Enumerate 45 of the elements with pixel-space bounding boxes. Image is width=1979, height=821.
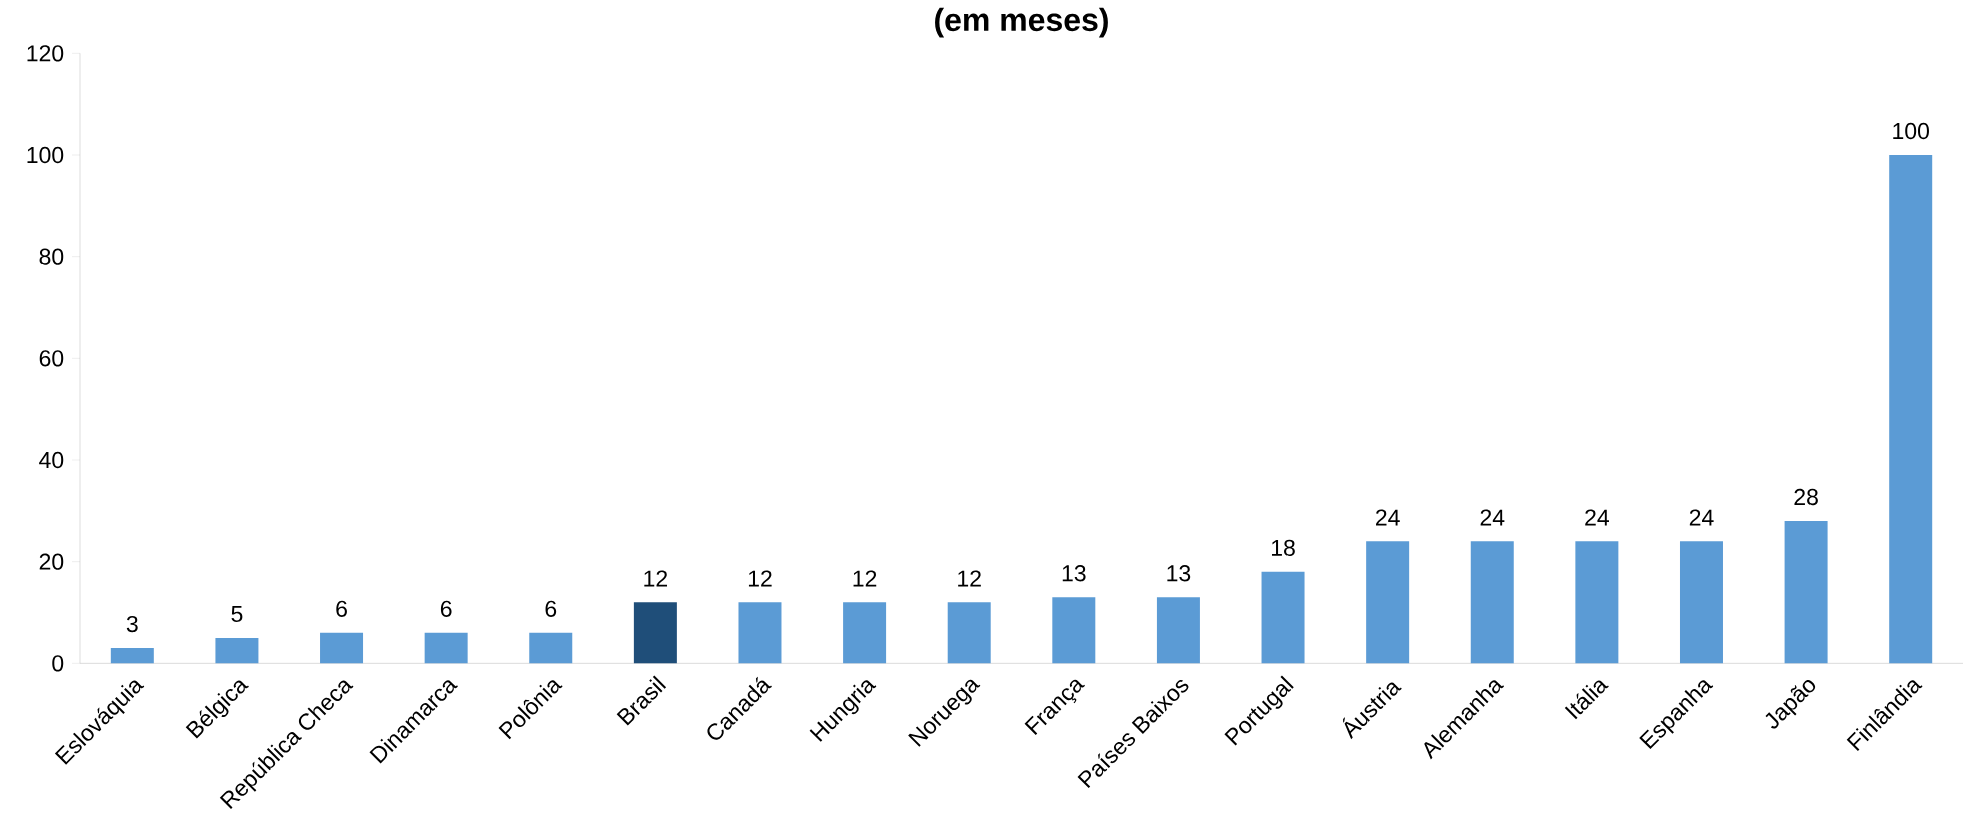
- data-label: 13: [1062, 564, 1086, 582]
- bar: [1575, 541, 1619, 664]
- data-label: 24: [1376, 509, 1400, 526]
- bar: [1784, 520, 1828, 664]
- bar: [633, 602, 677, 664]
- bar: [529, 632, 573, 664]
- bar: [947, 602, 991, 664]
- data-label: 24: [1689, 509, 1714, 526]
- data-label: 100: [1893, 122, 1929, 139]
- data-label: 5: [231, 605, 243, 622]
- bar: [1679, 541, 1723, 664]
- y-tick-label: 60: [39, 350, 64, 367]
- data-label: 12: [853, 570, 877, 587]
- data-label: 3: [126, 615, 138, 633]
- y-tick-label: 80: [39, 248, 64, 265]
- data-label: 28: [1794, 488, 1818, 505]
- data-label: 13: [1167, 564, 1191, 582]
- data-label: 24: [1585, 509, 1609, 526]
- bar: [1470, 541, 1514, 664]
- bar: [1052, 597, 1096, 664]
- data-label: 12: [748, 570, 772, 587]
- bar: [1889, 154, 1933, 664]
- bar: [1366, 541, 1410, 664]
- y-tick-label: 40: [39, 451, 64, 468]
- y-tick-label: 120: [27, 45, 64, 62]
- data-label: 18: [1272, 539, 1295, 556]
- y-tick-label: 20: [39, 553, 64, 570]
- bar: [215, 637, 259, 664]
- bar: [110, 647, 154, 664]
- bar: [843, 602, 887, 664]
- data-label: 24: [1480, 509, 1505, 526]
- y-tick-label: 100: [27, 146, 64, 163]
- data-label: 6: [440, 600, 452, 617]
- data-label: 6: [336, 600, 347, 617]
- bar: [1261, 571, 1305, 664]
- y-tick-label: 0: [52, 655, 64, 672]
- bar: [738, 602, 782, 664]
- x-tick-label: Itália: [1564, 680, 1609, 720]
- data-label: 6: [545, 600, 557, 617]
- chart-title: (em meses): [935, 7, 1108, 38]
- bar: [424, 632, 468, 664]
- data-label: 12: [958, 570, 981, 587]
- bar: [1156, 597, 1200, 664]
- data-label: 12: [644, 570, 668, 587]
- bar: [320, 632, 364, 664]
